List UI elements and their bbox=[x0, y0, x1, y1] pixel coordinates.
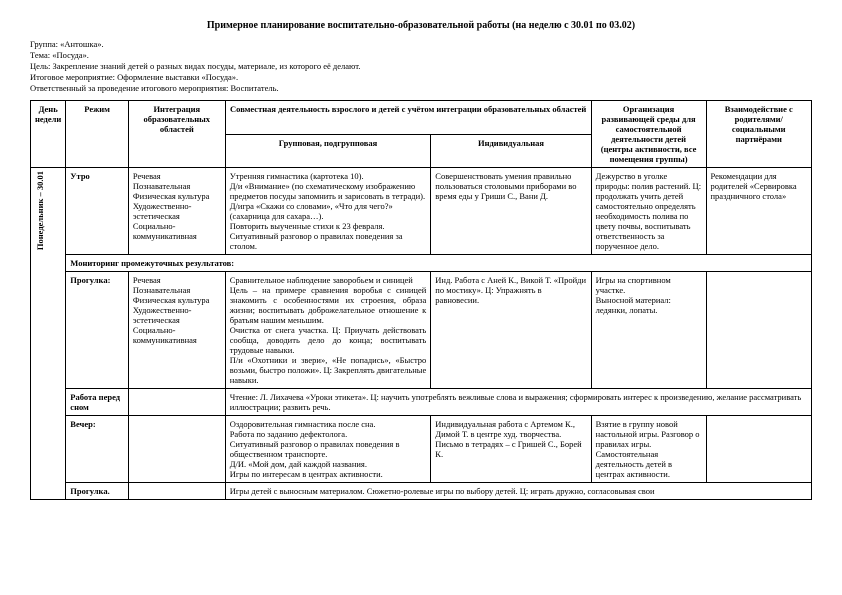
page-title: Примерное планирование воспитательно-обр… bbox=[30, 20, 812, 31]
th-joint: Совместная деятельность взрослого и дете… bbox=[225, 101, 591, 135]
walk2-text: Игры детей с выносным материалом. Сюжетн… bbox=[225, 483, 811, 500]
th-integration: Интеграция образовательных областей bbox=[128, 101, 225, 168]
regime-morning: Утро bbox=[66, 168, 129, 255]
regime-walk1: Прогулка: bbox=[66, 272, 129, 389]
monitor-row: Мониторинг промежуточных результатов: bbox=[66, 255, 812, 272]
meta-block: Группа: «Антошка». Тема: «Посуда». Цель:… bbox=[30, 39, 812, 94]
int-before bbox=[128, 389, 225, 416]
int-evening bbox=[128, 416, 225, 483]
th-day: День недели bbox=[31, 101, 66, 168]
regime-before: Работа перед сном bbox=[66, 389, 129, 416]
regime-evening: Вечер: bbox=[66, 416, 129, 483]
meta-goal: Цель: Закрепление знаний детей о разных … bbox=[30, 61, 812, 72]
th-group: Групповая, подгрупповая bbox=[225, 134, 431, 168]
group-evening: Оздоровительная гимнастика после сна. Ра… bbox=[225, 416, 431, 483]
meta-group: Группа: «Антошка». bbox=[30, 39, 812, 50]
int-morning: Речевая Познавательная Физическая культу… bbox=[128, 168, 225, 255]
group-morning: Утренняя гимнастика (картотека 10). Д/и … bbox=[225, 168, 431, 255]
th-env: Организация развивающей среды для самост… bbox=[591, 101, 706, 168]
parents-evening bbox=[706, 416, 812, 483]
meta-event: Итоговое мероприятие: Оформление выставк… bbox=[30, 72, 812, 83]
th-regime: Режим bbox=[66, 101, 129, 168]
th-individual: Индивидуальная bbox=[431, 134, 591, 168]
group-walk1: Сравнительное наблюдение заворобьем и си… bbox=[225, 272, 431, 389]
plan-table: День недели Режим Интеграция образовател… bbox=[30, 100, 812, 500]
env-morning: Дежурство в уголке природы: полив растен… bbox=[591, 168, 706, 255]
day-cell: Понедельник – 30.01 bbox=[31, 168, 66, 500]
regime-walk2: Прогулка. bbox=[66, 483, 129, 500]
parents-morning: Рекомендации для родителей «Сервировка п… bbox=[706, 168, 812, 255]
parents-walk1 bbox=[706, 272, 812, 389]
env-walk1: Игры на спортивном участке. Выносной мат… bbox=[591, 272, 706, 389]
before-text: Чтение: Л. Лихачева «Уроки этикета». Ц: … bbox=[225, 389, 811, 416]
day-label: Понедельник – 30.01 bbox=[35, 171, 45, 250]
th-parents: Взаимодействие с родителями/ социальными… bbox=[706, 101, 812, 168]
ind-evening: Индивидуальная работа с Артемом К., Димо… bbox=[431, 416, 591, 483]
meta-resp: Ответственный за проведение итогового ме… bbox=[30, 83, 812, 94]
ind-walk1: Инд. Работа с Аней К., Викой Т. «Пройди … bbox=[431, 272, 591, 389]
int-walk1: Речевая Познавательная Физическая культу… bbox=[128, 272, 225, 389]
int-walk2 bbox=[128, 483, 225, 500]
meta-theme: Тема: «Посуда». bbox=[30, 50, 812, 61]
env-evening: Взятие в группу новой настольной игры. Р… bbox=[591, 416, 706, 483]
ind-morning: Совершенствовать умения правильно пользо… bbox=[431, 168, 591, 255]
